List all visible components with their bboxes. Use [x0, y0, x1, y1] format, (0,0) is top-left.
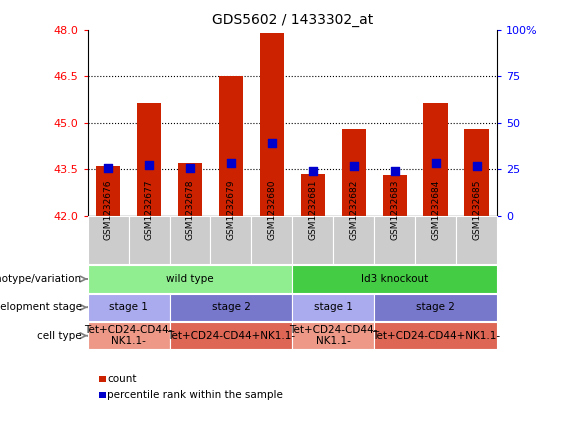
Bar — [137, 102, 162, 216]
Bar — [219, 76, 244, 216]
Text: percentile rank within the sample: percentile rank within the sample — [107, 390, 283, 400]
Point — [103, 164, 112, 171]
Point — [308, 168, 318, 174]
Text: GSM1232677: GSM1232677 — [145, 179, 154, 240]
Text: GSM1232682: GSM1232682 — [349, 180, 358, 240]
Text: Tet+CD24-CD44-
NK1.1-: Tet+CD24-CD44- NK1.1- — [84, 325, 173, 346]
Text: GSM1232683: GSM1232683 — [390, 179, 399, 240]
Point — [349, 163, 358, 170]
Bar — [383, 176, 407, 216]
Point — [431, 159, 440, 166]
Text: stage 2: stage 2 — [211, 302, 250, 312]
Point — [185, 164, 194, 171]
Text: GSM1232676: GSM1232676 — [103, 179, 112, 240]
Text: Tet+CD24-CD44-
NK1.1-: Tet+CD24-CD44- NK1.1- — [289, 325, 377, 346]
Point — [472, 163, 481, 170]
Title: GDS5602 / 1433302_at: GDS5602 / 1433302_at — [212, 13, 373, 27]
Text: GSM1232684: GSM1232684 — [431, 180, 440, 240]
Text: GSM1232685: GSM1232685 — [472, 179, 481, 240]
Text: Id3 knockout: Id3 knockout — [361, 274, 428, 284]
Bar — [260, 33, 284, 216]
Text: GSM1232679: GSM1232679 — [227, 179, 236, 240]
Bar — [464, 129, 489, 216]
Text: genotype/variation: genotype/variation — [0, 274, 82, 284]
Bar — [301, 174, 325, 216]
Text: cell type: cell type — [37, 331, 82, 341]
Text: GSM1232680: GSM1232680 — [267, 179, 276, 240]
Text: count: count — [107, 374, 137, 384]
Text: Tet+CD24-CD44+NK1.1-: Tet+CD24-CD44+NK1.1- — [372, 331, 500, 341]
Point — [227, 159, 236, 166]
Bar — [341, 129, 366, 216]
Point — [390, 168, 399, 174]
Bar — [177, 163, 202, 216]
Text: GSM1232681: GSM1232681 — [308, 179, 318, 240]
Text: development stage: development stage — [0, 302, 82, 312]
Text: stage 2: stage 2 — [416, 302, 455, 312]
Text: GSM1232678: GSM1232678 — [185, 179, 194, 240]
Text: stage 1: stage 1 — [109, 302, 148, 312]
Bar — [424, 102, 448, 216]
Text: Tet+CD24-CD44+NK1.1-: Tet+CD24-CD44+NK1.1- — [167, 331, 295, 341]
Bar — [95, 166, 120, 216]
Text: stage 1: stage 1 — [314, 302, 353, 312]
Point — [145, 161, 154, 168]
Point — [267, 140, 276, 146]
Text: wild type: wild type — [166, 274, 214, 284]
